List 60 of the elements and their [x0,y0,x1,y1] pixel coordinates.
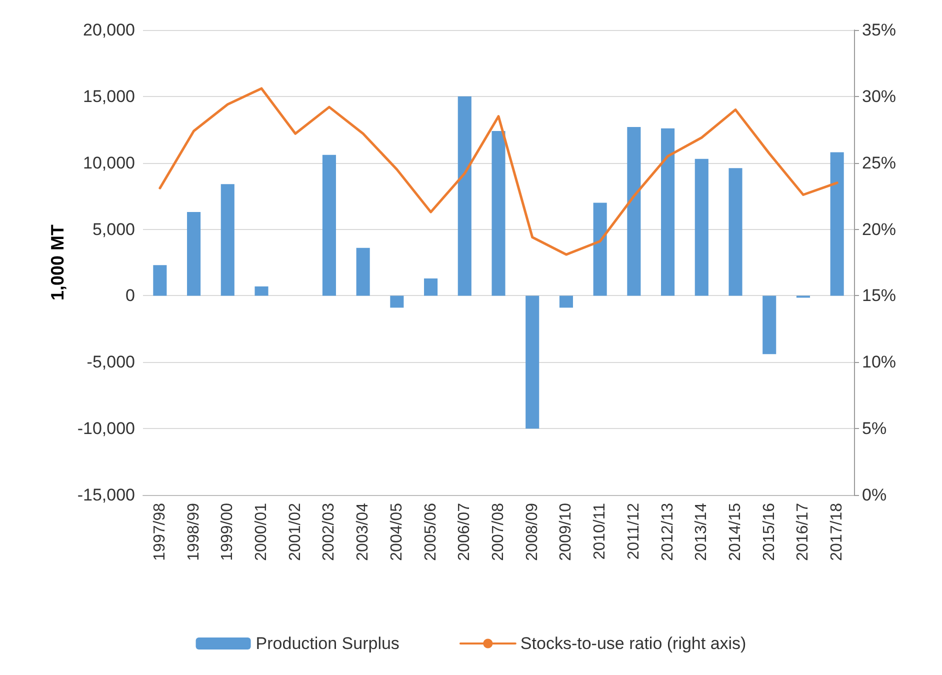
x-tick-label: 2005/06 [422,502,440,561]
x-tick-label: 2004/05 [388,502,406,561]
bar [694,158,708,296]
y2-tick-label: 10% [862,352,896,372]
y2-tick-label: 5% [862,419,887,438]
x-tick-label: 2010/11 [592,502,609,560]
bar [830,152,844,296]
x-tick-label: 2007/08 [490,502,507,561]
x-tick-label: 2017/18 [828,502,846,561]
y2-tick-label: 35% [862,20,896,40]
y-tick-label: 0 [126,286,135,306]
y-tick-label: 10,000 [83,153,135,172]
y-tick-label: -10,000 [77,419,135,438]
x-tick-label: 2012/13 [659,502,676,561]
x-tick-label: 2011/12 [625,502,642,560]
x-tick-label: 1999/00 [219,502,236,561]
x-tick-label: 1998/99 [185,502,202,561]
y2-tick-label: 15% [862,286,896,306]
y-tick-label: 20,000 [83,20,135,40]
y2-tick-label: 0% [862,486,887,504]
bar [390,296,404,308]
bar [356,248,370,296]
x-tick-label: 2013/14 [693,502,710,561]
bar [526,296,540,429]
bar [322,154,336,296]
x-tick-label: 2008/09 [524,502,541,561]
bar [458,96,472,296]
y-axis-title: 1,000 MT [47,224,68,301]
x-tick-label: 2003/04 [354,502,372,561]
bar [153,265,167,296]
y-tick-label: 15,000 [83,86,135,106]
bar [220,184,234,296]
x-tick-label: 2015/16 [760,502,778,561]
bar [627,126,641,296]
x-tick-label: 2009/10 [558,502,575,561]
y2-tick-label: 30% [862,86,896,106]
bar [492,130,506,296]
x-tick-label: 2016/17 [794,502,812,561]
bar [593,202,607,296]
line-series [158,87,838,256]
legend-label: Production Surplus [256,634,400,653]
x-tick-label: 2006/07 [456,502,474,561]
y-tick-label: -5,000 [86,352,135,372]
x-tick-label: 2000/01 [253,502,270,561]
x-tick-label: 1997/98 [151,502,168,561]
x-tick-label: 2001/02 [286,502,304,561]
y2-tick-label: 20% [862,220,896,239]
bar [728,168,742,296]
y-tick-label: 5,000 [92,220,135,239]
bar [661,128,675,296]
x-tick-label: 2014/15 [727,502,744,561]
legend-label: Stocks-to-use ratio (right axis) [520,634,746,653]
bar [254,286,268,296]
bar [424,278,438,296]
x-tick-label: 2002/03 [320,502,338,561]
y-tick-label: -15,000 [77,486,135,504]
bar [187,212,201,296]
bar [559,296,573,308]
y2-tick-label: 25% [862,153,896,172]
bar [762,296,776,354]
